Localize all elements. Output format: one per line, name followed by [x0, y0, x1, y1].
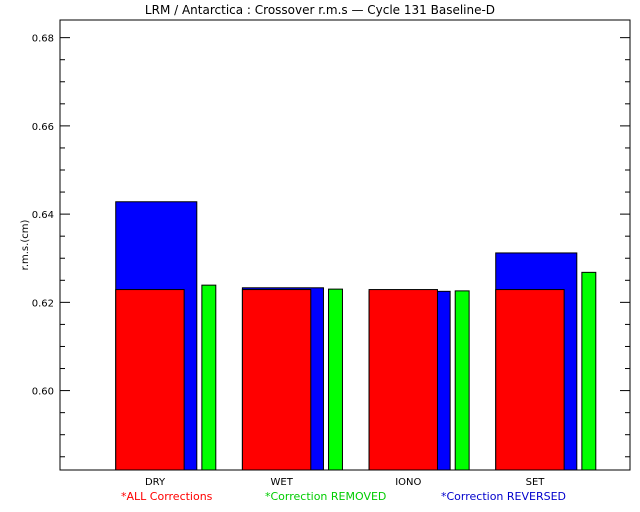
y-tick-label: 0.64	[32, 210, 54, 221]
bar-all-corrections-wet	[241, 289, 312, 471]
bar-correction-removed-set	[581, 271, 597, 471]
legend-correction-removed: *Correction REMOVED	[265, 490, 387, 503]
bar-all-corrections-iono	[368, 289, 438, 471]
y-tick-label: 0.60	[32, 387, 54, 398]
bar-correction-removed-wet	[328, 288, 343, 471]
axes-layer	[59, 19, 631, 471]
bar-correction-removed-iono	[454, 290, 470, 471]
legend-correction-reversed: *Correction REVERSED	[441, 490, 567, 503]
y-axis-label: r.m.s.(cm)	[20, 220, 31, 271]
y-tick-label: 0.66	[32, 122, 54, 133]
y-tick-label: 0.68	[32, 34, 54, 45]
bar-correction-removed-dry	[201, 284, 217, 471]
x-tick-label-wet: WET	[271, 477, 294, 488]
legend-all-corrections: *ALL Corrections	[121, 490, 213, 503]
x-tick-label-set: SET	[526, 477, 546, 488]
x-tick-label-iono: IONO	[395, 477, 421, 488]
chart-title: LRM / Antarctica : Crossover r.m.s — Cyc…	[145, 3, 495, 17]
bars-layer	[115, 201, 597, 471]
x-tick-label-dry: DRY	[145, 477, 166, 488]
y-tick-label: 0.62	[32, 298, 54, 309]
plot-frame	[59, 19, 631, 471]
labels-layer: 0.60 0.62 0.64 0.66 0.68 DRY WET IONO SET	[32, 34, 546, 488]
bar-all-corrections-dry	[115, 289, 185, 471]
ticks-layer	[60, 37, 630, 458]
bar-all-corrections-set	[495, 289, 565, 471]
